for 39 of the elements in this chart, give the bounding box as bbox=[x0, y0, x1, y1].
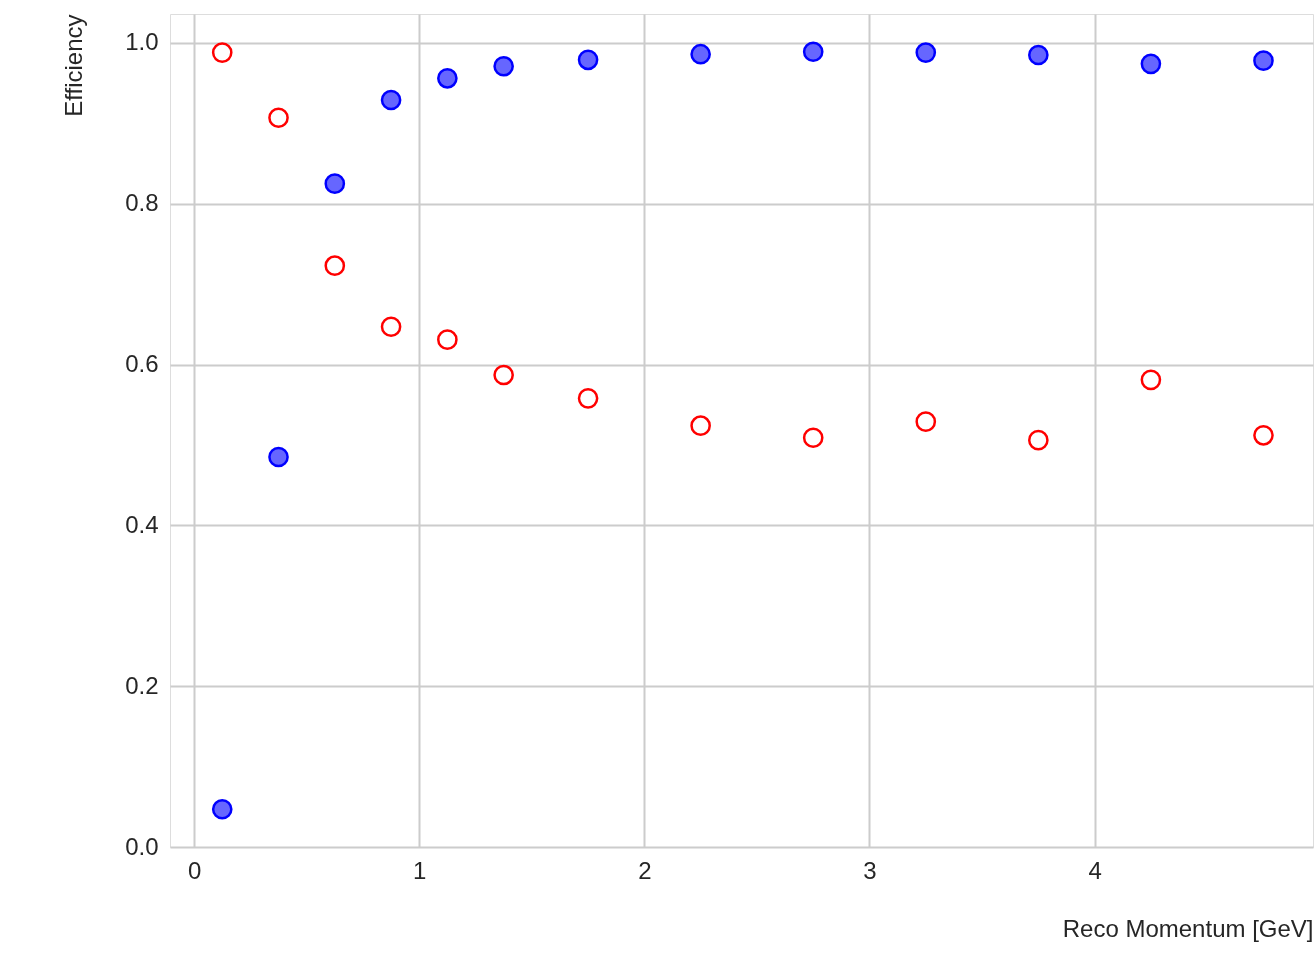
point bbox=[802, 427, 824, 449]
y-axis-title: Efficiency bbox=[60, 14, 88, 117]
point bbox=[915, 42, 937, 63]
point bbox=[1028, 44, 1049, 66]
y-tick-label: 0.2 bbox=[125, 671, 159, 699]
point bbox=[493, 55, 514, 77]
y-tick-label: 1.0 bbox=[125, 28, 159, 56]
point bbox=[577, 49, 599, 71]
point bbox=[802, 41, 824, 63]
y-tick-label: 0.8 bbox=[125, 189, 159, 217]
point bbox=[1028, 429, 1049, 451]
point bbox=[437, 329, 458, 350]
point bbox=[268, 107, 289, 129]
x-tick-label: 3 bbox=[863, 856, 877, 884]
point bbox=[437, 68, 458, 89]
point bbox=[915, 411, 937, 432]
point bbox=[690, 415, 711, 436]
x-tick-label: 0 bbox=[187, 856, 202, 884]
x-axis-title: Reco Momentum [GeV] bbox=[1062, 914, 1314, 942]
point bbox=[268, 446, 289, 468]
point bbox=[211, 42, 233, 63]
point bbox=[1253, 50, 1274, 71]
point bbox=[1140, 369, 1162, 391]
y-tick-label: 0.6 bbox=[125, 350, 159, 378]
point bbox=[1253, 425, 1274, 446]
point bbox=[380, 89, 402, 111]
point bbox=[577, 388, 599, 409]
point bbox=[324, 173, 346, 194]
y-tick-label: 0.0 bbox=[125, 832, 159, 860]
x-tick-label: 2 bbox=[638, 856, 652, 884]
point bbox=[211, 798, 233, 820]
point bbox=[690, 43, 711, 65]
point bbox=[324, 255, 346, 276]
point bbox=[493, 364, 514, 386]
x-tick-label: 4 bbox=[1088, 856, 1102, 884]
y-tick-label: 0.4 bbox=[125, 510, 159, 538]
point bbox=[380, 316, 402, 338]
point bbox=[1140, 53, 1162, 75]
x-tick-label: 1 bbox=[413, 856, 427, 884]
